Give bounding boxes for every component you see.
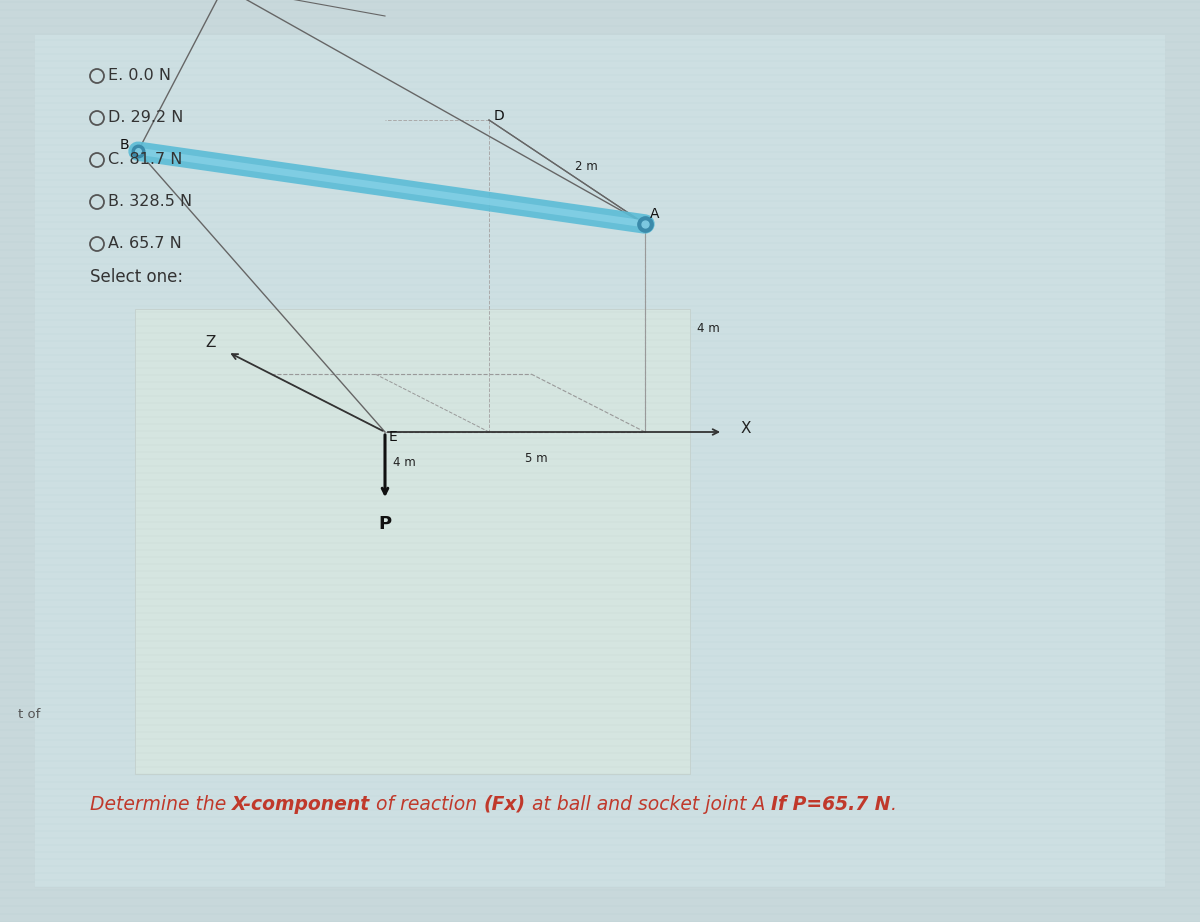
Text: at ball and socket joint A: at ball and socket joint A (526, 795, 772, 813)
Text: 5 m: 5 m (526, 452, 547, 465)
Text: E. 0.0 N: E. 0.0 N (108, 68, 172, 84)
Text: D. 29.2 N: D. 29.2 N (108, 111, 184, 125)
Text: If P=65.7 N: If P=65.7 N (772, 795, 890, 813)
Text: B. 328.5 N: B. 328.5 N (108, 195, 192, 209)
Text: t of: t of (18, 707, 41, 720)
Text: Z: Z (205, 335, 216, 349)
Text: 2 m: 2 m (575, 160, 598, 173)
Text: Select one:: Select one: (90, 268, 184, 286)
Text: X: X (740, 421, 751, 436)
Text: E: E (389, 430, 397, 444)
Text: (Fx): (Fx) (484, 795, 526, 813)
Text: .: . (890, 795, 896, 813)
Text: 4 m: 4 m (394, 456, 415, 469)
Text: X-component: X-component (233, 795, 371, 813)
Text: P: P (378, 515, 391, 533)
Text: A. 65.7 N: A. 65.7 N (108, 237, 181, 252)
Text: A: A (650, 207, 660, 221)
Text: B: B (120, 138, 130, 152)
Text: 4 m: 4 m (697, 322, 720, 335)
Bar (134, 309, 690, 774)
Text: C. 81.7 N: C. 81.7 N (108, 152, 182, 168)
Text: Determine the: Determine the (90, 795, 233, 813)
Text: D: D (494, 109, 505, 123)
Text: of reaction: of reaction (371, 795, 484, 813)
